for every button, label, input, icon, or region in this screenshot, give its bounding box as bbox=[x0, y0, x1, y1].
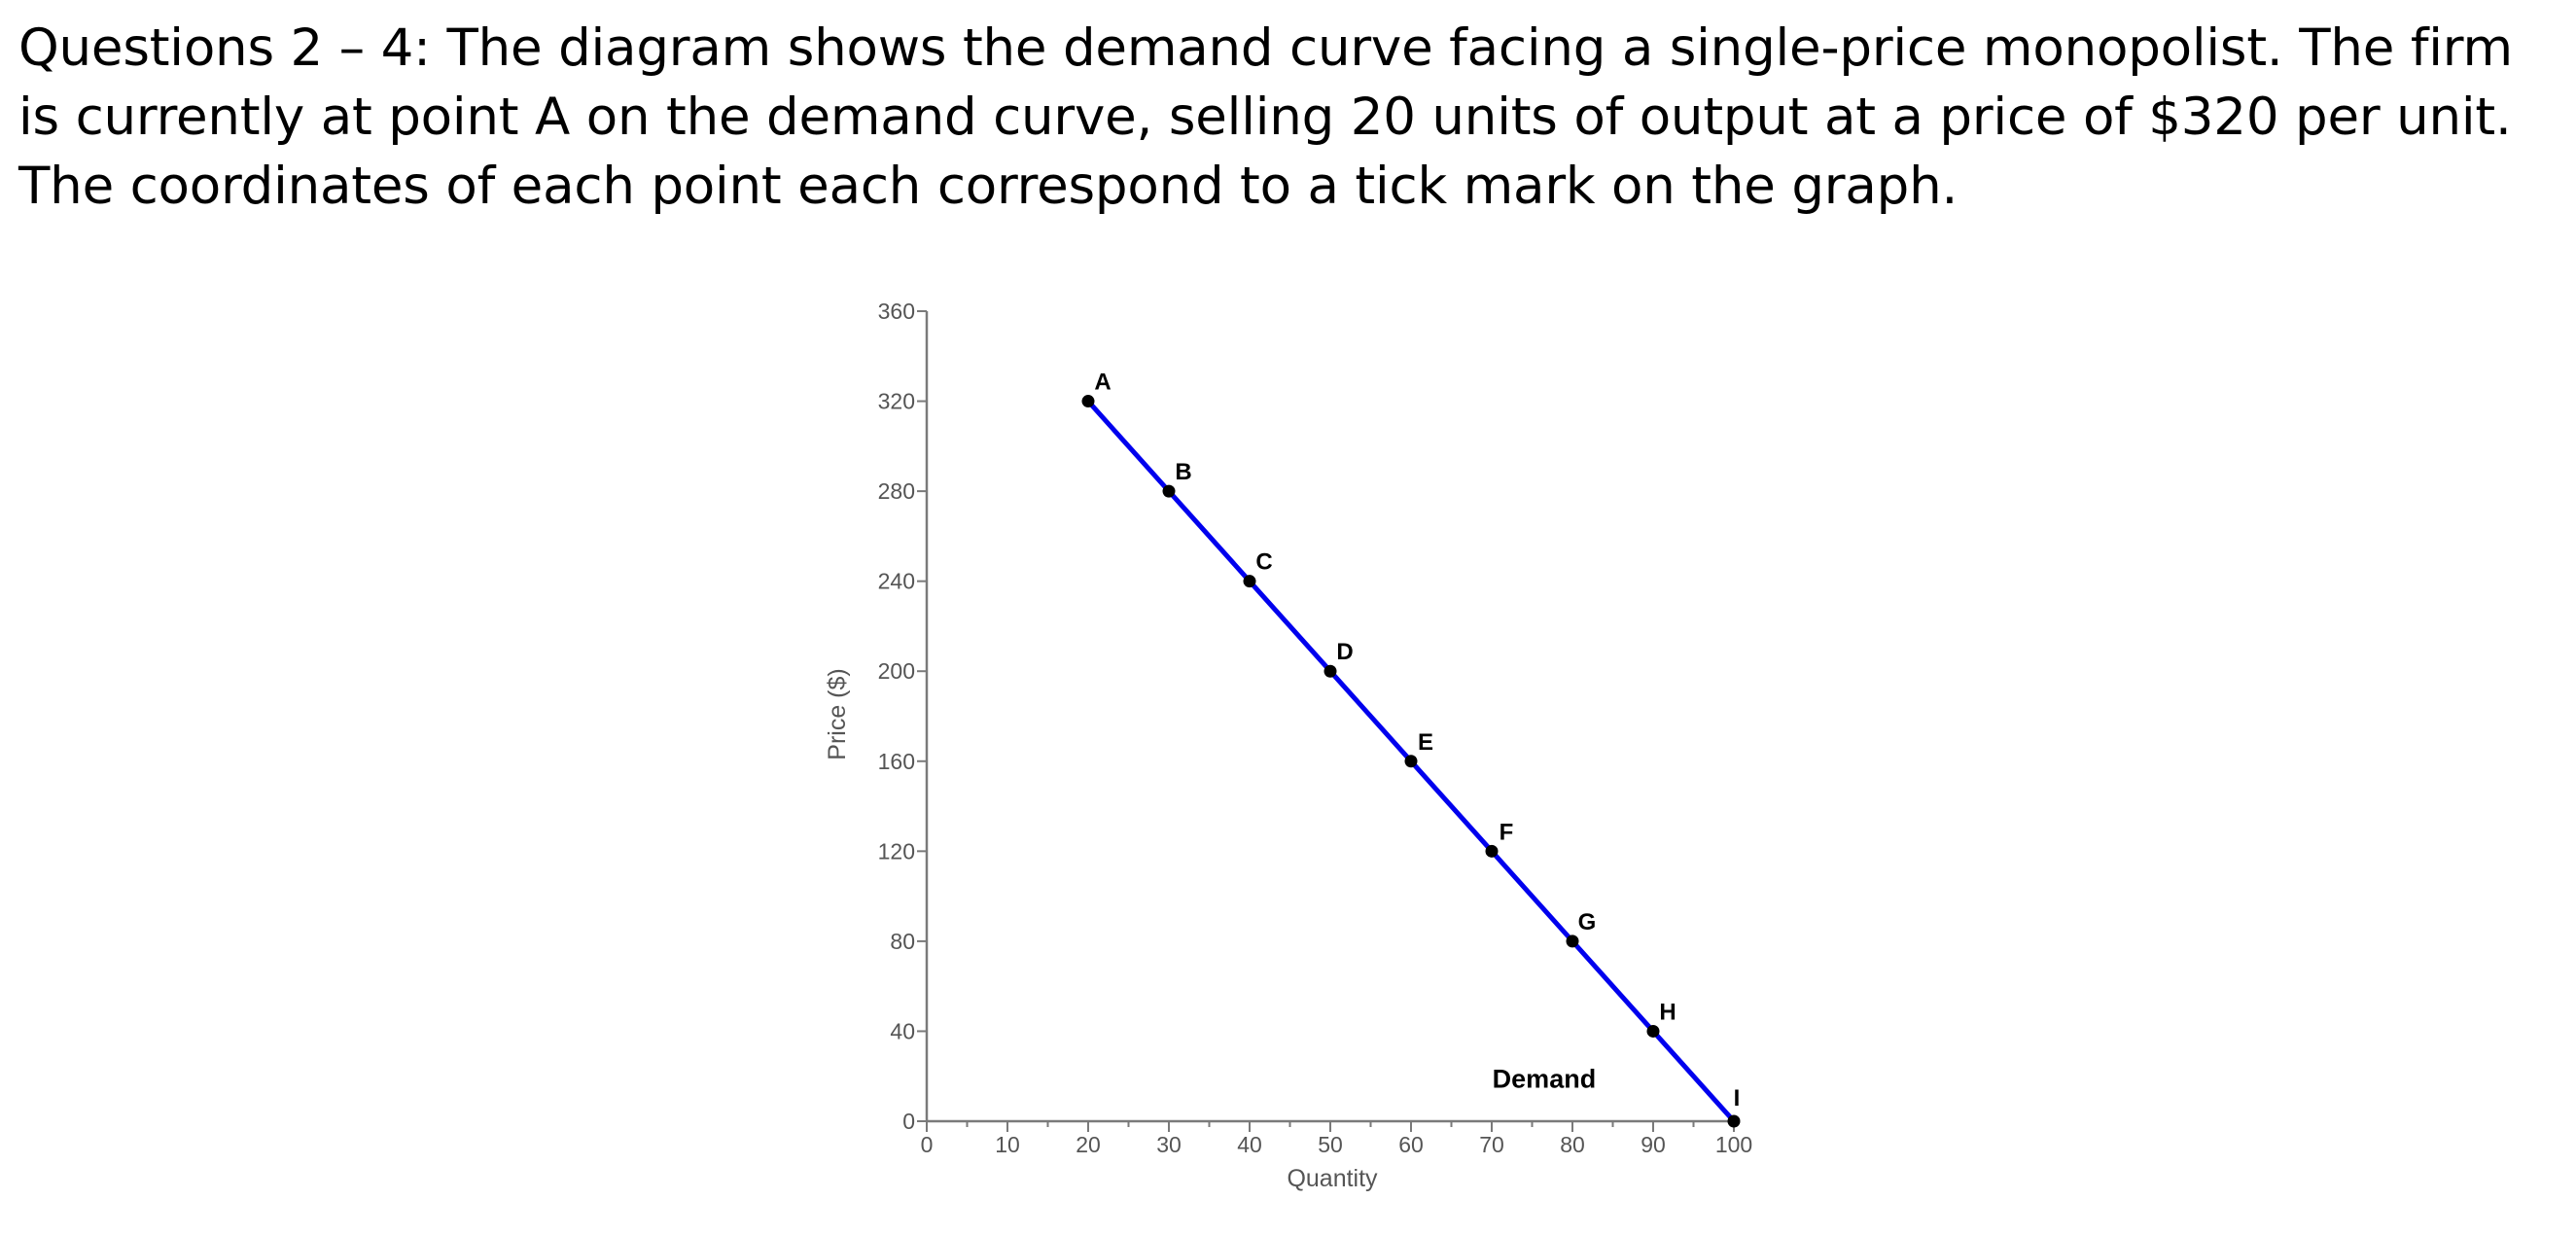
point-b-label: B bbox=[1175, 459, 1191, 485]
x-tick-label: 80 bbox=[1560, 1132, 1585, 1157]
point-d-label: D bbox=[1336, 639, 1353, 665]
point-e-label: E bbox=[1418, 729, 1433, 756]
point-g-marker bbox=[1566, 935, 1579, 948]
y-tick-label: 160 bbox=[878, 749, 915, 774]
y-tick-label: 80 bbox=[890, 929, 915, 954]
x-tick-label: 70 bbox=[1479, 1132, 1504, 1157]
x-tick-label: 90 bbox=[1641, 1132, 1666, 1157]
y-tick-label: 0 bbox=[902, 1109, 915, 1134]
point-a-marker bbox=[1081, 395, 1095, 408]
x-tick-label: 60 bbox=[1398, 1132, 1424, 1157]
x-tick-label: 20 bbox=[1076, 1132, 1101, 1157]
point-a-label: A bbox=[1094, 370, 1111, 396]
point-h-marker bbox=[1646, 1024, 1660, 1038]
point-d-marker bbox=[1323, 664, 1337, 678]
point-b-marker bbox=[1162, 484, 1176, 498]
y-tick-label: 280 bbox=[878, 478, 915, 504]
y-tick-label: 320 bbox=[878, 389, 915, 414]
question-text: Questions 2 – 4: The diagram shows the d… bbox=[18, 18, 2513, 216]
y-axis-title: Price ($) bbox=[824, 668, 851, 759]
x-tick-label: 10 bbox=[995, 1132, 1020, 1157]
demand-points-group: A B C D E F G H I bbox=[1081, 370, 1741, 1128]
x-tick-label: 0 bbox=[921, 1132, 934, 1157]
point-i-label: I bbox=[1734, 1085, 1741, 1112]
point-c-marker bbox=[1243, 575, 1256, 588]
x-tick-label: 100 bbox=[1715, 1132, 1752, 1157]
y-tick-label: 200 bbox=[878, 658, 915, 684]
x-tick-label: 50 bbox=[1318, 1132, 1343, 1157]
point-f-label: F bbox=[1500, 819, 1514, 845]
y-tick-label: 240 bbox=[878, 569, 915, 594]
chart-axes: 0 40 80 120 160 200 240 280 320 360 0 10 20 30 40 50 60 7… bbox=[824, 299, 1752, 1192]
x-axis-title: Quantity bbox=[1287, 1165, 1378, 1192]
x-tick-label: 40 bbox=[1237, 1132, 1262, 1157]
demand-series-label: Demand bbox=[1493, 1064, 1597, 1093]
y-tick-label: 120 bbox=[878, 838, 915, 864]
x-tick-label: 30 bbox=[1156, 1132, 1182, 1157]
y-tick-label: 360 bbox=[878, 299, 915, 324]
point-i-marker bbox=[1727, 1114, 1741, 1128]
point-g-label: G bbox=[1578, 909, 1597, 935]
point-f-marker bbox=[1485, 844, 1499, 858]
y-tick-label: 40 bbox=[890, 1018, 915, 1043]
point-h-label: H bbox=[1659, 999, 1676, 1025]
point-c-label: C bbox=[1255, 549, 1272, 576]
point-e-marker bbox=[1404, 755, 1418, 768]
